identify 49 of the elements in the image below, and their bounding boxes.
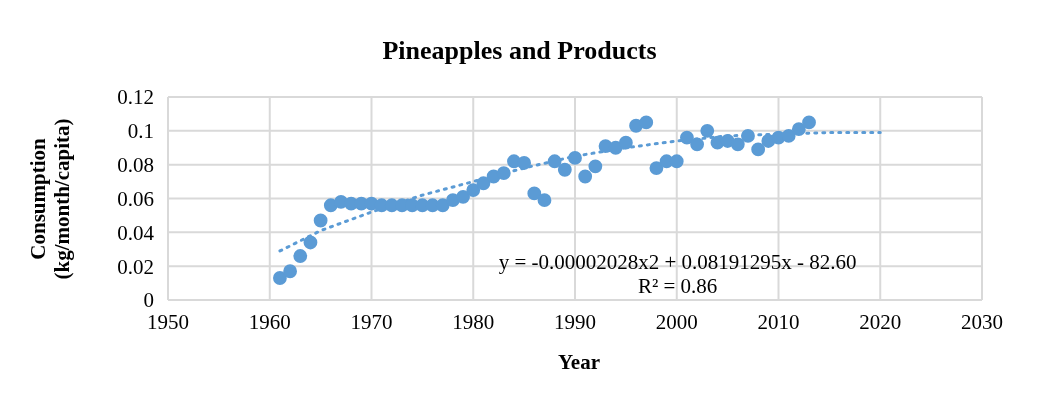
y-axis-title: Consumption (kg/month/capita) <box>26 117 74 281</box>
point <box>588 159 603 174</box>
point <box>303 235 318 250</box>
y-tick-label: 0.1 <box>127 119 154 144</box>
point <box>557 162 572 177</box>
point <box>517 156 532 170</box>
point <box>578 169 593 184</box>
y-tick-label: 0.12 <box>117 85 154 110</box>
point <box>700 123 715 138</box>
point <box>273 271 287 285</box>
y-tick-label: 0.06 <box>117 186 154 211</box>
point <box>313 213 328 228</box>
annotation: R² = 0.86 <box>636 274 719 298</box>
point <box>781 129 796 143</box>
point <box>496 166 511 181</box>
point <box>802 115 816 130</box>
y-tick-label: 0.04 <box>117 220 155 245</box>
point <box>456 189 470 204</box>
x-tick-label: 2030 <box>961 309 1003 334</box>
point <box>639 115 654 130</box>
x-tick-label: 1960 <box>248 309 291 334</box>
point <box>618 135 633 150</box>
x-tick-label: 2010 <box>757 309 800 334</box>
y-tick-label: 0.02 <box>117 254 154 279</box>
point <box>537 193 552 208</box>
point <box>690 137 705 152</box>
x-tick-label: 1970 <box>350 309 393 334</box>
point <box>649 161 664 175</box>
point <box>547 154 562 169</box>
point <box>741 129 755 143</box>
point <box>527 186 542 201</box>
point <box>730 137 745 152</box>
point <box>791 122 806 137</box>
annotation: y = -0.00002028x2 + 0.08191295x - 82.60 <box>497 250 858 274</box>
x-tick-label: 1980 <box>452 309 495 334</box>
x-tick-label: 2000 <box>655 309 698 334</box>
point <box>293 249 308 263</box>
y-tick-label: 0.08 <box>117 153 154 178</box>
point <box>476 176 491 191</box>
point <box>680 130 694 145</box>
point <box>751 142 766 157</box>
point <box>568 151 582 165</box>
x-tick-label: 1990 <box>554 309 596 334</box>
point <box>669 154 684 169</box>
x-axis-title: Year <box>557 350 601 375</box>
point <box>466 183 481 197</box>
chart-title: Pineapples and Products <box>381 36 658 66</box>
point <box>283 264 298 279</box>
x-tick-label: 2020 <box>859 309 902 334</box>
